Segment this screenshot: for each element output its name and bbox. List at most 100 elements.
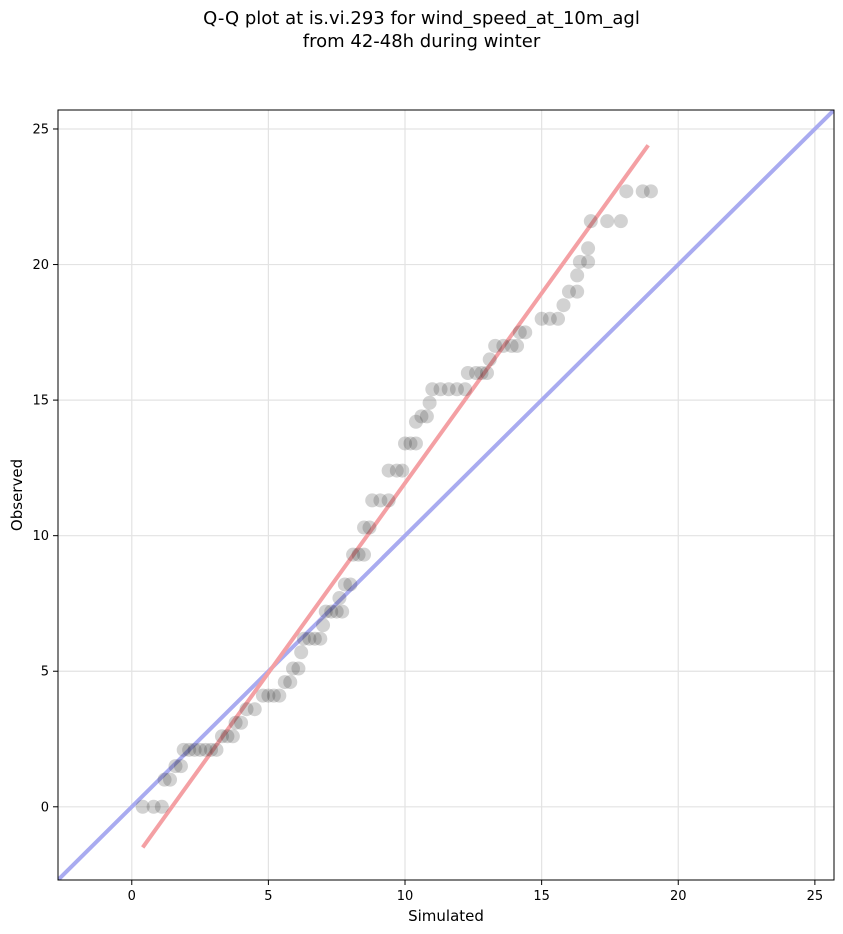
data-point	[313, 631, 328, 646]
data-point	[425, 382, 440, 397]
data-point	[534, 311, 549, 326]
data-point	[135, 799, 150, 814]
data-point	[635, 184, 650, 199]
y-tick-label: 25	[32, 122, 49, 137]
data-point	[247, 702, 262, 717]
data-point	[518, 325, 533, 340]
data-point	[458, 382, 473, 397]
y-tick-label: 15	[32, 394, 49, 409]
data-point	[441, 382, 456, 397]
data-point	[239, 702, 254, 717]
data-point	[220, 729, 235, 744]
chart-title-line1: Q-Q plot at is.vi.293 for wind_speed_at_…	[203, 8, 640, 29]
fit-line	[141, 144, 650, 849]
y-axis-label: Observed	[8, 459, 26, 531]
data-point	[365, 493, 380, 508]
data-point	[414, 409, 429, 424]
data-point	[182, 742, 197, 757]
data-point	[433, 382, 448, 397]
y-tick-label: 10	[32, 529, 49, 544]
data-point	[291, 661, 306, 676]
x-axis-label: Simulated	[408, 907, 484, 925]
data-point	[351, 547, 366, 562]
data-point	[469, 365, 484, 380]
data-point	[362, 520, 377, 535]
y-tick-label: 20	[32, 258, 49, 273]
data-point	[318, 604, 333, 619]
data-point	[332, 591, 347, 606]
data-point	[302, 631, 317, 646]
data-point	[561, 284, 576, 299]
x-tick-label: 0	[128, 889, 136, 904]
data-point	[272, 688, 287, 703]
data-point	[373, 493, 388, 508]
data-point	[255, 688, 270, 703]
reference-lines	[58, 110, 834, 880]
data-point	[403, 436, 418, 451]
data-point	[316, 618, 331, 633]
data-point	[346, 547, 361, 562]
data-point	[422, 395, 437, 410]
data-point	[570, 268, 585, 283]
data-point	[482, 352, 497, 367]
data-point	[324, 604, 339, 619]
data-point	[163, 772, 178, 787]
data-point	[619, 184, 634, 199]
data-point	[512, 325, 527, 340]
data-point	[381, 493, 396, 508]
data-point	[583, 214, 598, 229]
x-tick-label: 25	[807, 889, 824, 904]
data-point	[307, 631, 322, 646]
data-point	[488, 338, 503, 353]
data-point	[613, 214, 628, 229]
data-point	[419, 409, 434, 424]
data-point	[343, 577, 358, 592]
data-point	[214, 729, 229, 744]
data-point	[600, 214, 615, 229]
data-point	[504, 338, 519, 353]
data-point	[570, 284, 585, 299]
data-point	[204, 742, 219, 757]
data-point	[209, 742, 224, 757]
data-point	[479, 365, 494, 380]
data-point	[234, 715, 249, 730]
data-point	[408, 436, 423, 451]
data-point	[643, 184, 658, 199]
data-point	[572, 254, 587, 269]
data-point	[449, 382, 464, 397]
x-tick-label: 15	[533, 889, 550, 904]
axis-ticks: 0 5 10 15 20 25 0 5 10 15 20 25	[32, 122, 823, 904]
data-point	[556, 298, 571, 313]
data-point	[395, 463, 410, 478]
data-point	[542, 311, 557, 326]
data-point	[398, 436, 413, 451]
data-point	[581, 254, 596, 269]
data-point	[496, 338, 511, 353]
data-point	[460, 365, 475, 380]
data-point	[228, 715, 243, 730]
data-point	[408, 414, 423, 429]
data-point	[294, 645, 309, 660]
data-point	[277, 675, 292, 690]
x-tick-label: 5	[264, 889, 272, 904]
data-point	[510, 338, 525, 353]
data-point	[187, 742, 202, 757]
chart-title-line2: from 42-48h during winter	[302, 31, 541, 52]
data-point	[168, 759, 183, 774]
data-point	[581, 241, 596, 256]
y-tick-label: 0	[41, 800, 49, 815]
data-point	[551, 311, 566, 326]
data-point	[329, 604, 344, 619]
data-point	[381, 463, 396, 478]
data-points	[135, 184, 658, 814]
data-point	[176, 742, 191, 757]
data-point	[198, 742, 213, 757]
data-point	[285, 661, 300, 676]
x-tick-label: 20	[670, 889, 687, 904]
grid-lines	[58, 110, 834, 880]
y-tick-label: 5	[41, 665, 49, 680]
data-point	[283, 675, 298, 690]
data-point	[296, 631, 311, 646]
data-point	[154, 799, 169, 814]
x-tick-label: 10	[397, 889, 414, 904]
